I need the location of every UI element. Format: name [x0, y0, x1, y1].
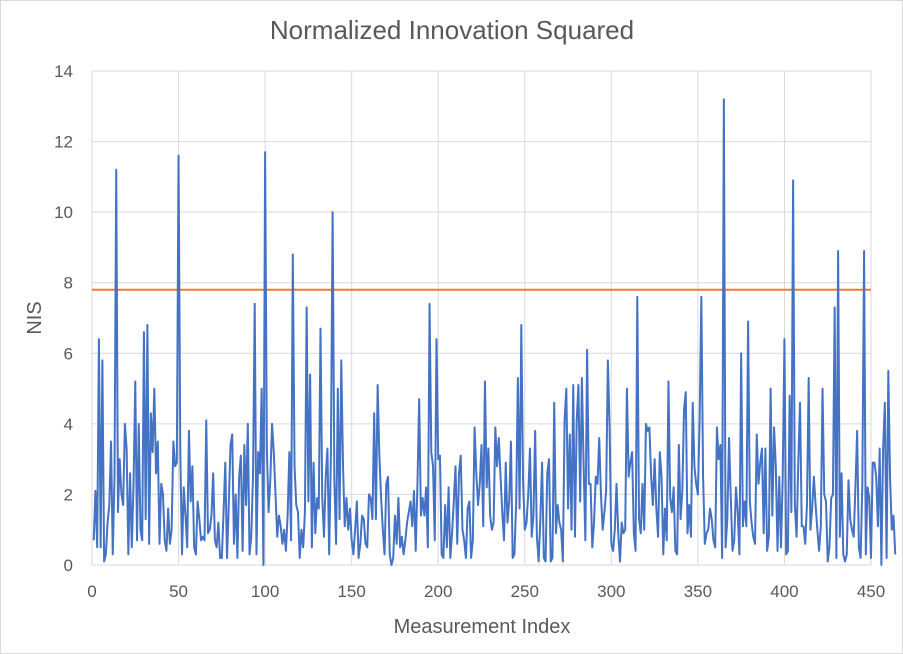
x-tick-label: 450 — [857, 582, 885, 601]
y-tick-label: 2 — [64, 485, 73, 504]
x-tick-label: 0 — [87, 582, 96, 601]
y-tick-label: 4 — [64, 415, 73, 434]
series-layer — [92, 98, 897, 566]
y-tick-label: 12 — [54, 133, 73, 152]
x-axis-title: Measurement Index — [394, 616, 571, 638]
x-tick-label: 150 — [337, 582, 365, 601]
x-tick-label: 100 — [251, 582, 279, 601]
y-tick-label: 14 — [54, 62, 73, 81]
x-tick-label: 50 — [169, 582, 188, 601]
y-tick-label: 8 — [64, 274, 73, 293]
nis-series-line — [92, 98, 897, 566]
y-tick-label: 10 — [54, 203, 73, 222]
x-tick-label: 400 — [770, 582, 798, 601]
y-axis-title: NIS — [24, 301, 46, 334]
x-tick-label: 300 — [597, 582, 625, 601]
y-tick-label: 6 — [64, 344, 73, 363]
x-tick-label: 250 — [511, 582, 539, 601]
tick-labels: 0 50 100 150 200 250 300 350 400 450 0 2 4 6 8 10 12 14 — [54, 62, 885, 601]
chart-title: Normalized Innovation Squared — [270, 15, 634, 45]
x-tick-label: 350 — [684, 582, 712, 601]
y-tick-label: 0 — [64, 556, 73, 575]
x-tick-label: 200 — [424, 582, 452, 601]
